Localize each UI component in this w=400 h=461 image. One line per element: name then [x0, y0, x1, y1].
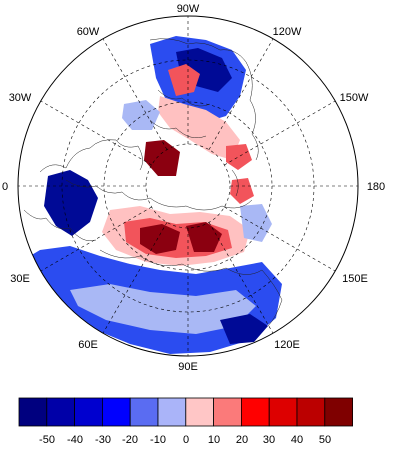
colorbar-tick-label: 30	[263, 434, 275, 446]
colorbar-box	[296, 397, 326, 427]
anomaly-region	[122, 100, 160, 130]
colorbar-tick-label: -20	[122, 434, 138, 446]
lon-label-0: 0	[2, 181, 8, 193]
colorbar-box	[213, 397, 242, 427]
lon-label-90w: 90W	[177, 3, 200, 15]
anomaly-field	[20, 36, 282, 354]
anomaly-region	[220, 314, 268, 344]
colorbar-tick-labels: -50 -40 -30 -20 -10 0 10 20 30 40 50	[39, 434, 331, 446]
colorbar-tick-label: -10	[150, 434, 166, 446]
lon-label-180: 180	[367, 181, 385, 193]
anomaly-region	[158, 96, 240, 160]
colorbar-tick-label: -40	[67, 434, 83, 446]
colorbar-box	[18, 397, 48, 427]
colorbar-tick-label: -50	[39, 434, 55, 446]
lon-label-30e: 30E	[10, 273, 30, 285]
longitude-labels: 90W 120W 150W 180 150E 120E 90E 60E 30E …	[2, 3, 385, 373]
lon-label-150w: 150W	[340, 92, 369, 104]
colorbar-box	[157, 397, 187, 427]
anomaly-region	[226, 144, 252, 170]
map-disc	[17, 15, 359, 357]
map-boundary	[17, 15, 359, 357]
colorbar-box	[268, 397, 298, 427]
lon-label-30w: 30W	[9, 92, 32, 104]
lon-label-60w: 60W	[77, 26, 100, 38]
colorbar-tick-label: 50	[319, 434, 331, 446]
colorbar-box	[102, 397, 131, 427]
graticule	[18, 16, 358, 356]
colorbar-tick-label: 0	[183, 434, 189, 446]
lon-label-150e: 150E	[342, 273, 368, 285]
anomaly-region	[140, 224, 180, 254]
coastlines	[23, 38, 283, 327]
colorbar-box	[46, 397, 75, 427]
anomaly-region	[230, 178, 254, 204]
anomaly-region	[240, 204, 272, 242]
anomaly-region	[44, 170, 98, 236]
lon-label-90e: 90E	[178, 361, 198, 373]
lon-label-60e: 60E	[78, 339, 98, 351]
colorbar-tick-label: 40	[291, 434, 303, 446]
colorbar-box	[324, 397, 353, 427]
anomaly-region	[144, 140, 180, 176]
lon-label-120w: 120W	[273, 26, 302, 38]
colorbar: -50 -40 -30 -20 -10 0 10 20 30 40 50	[18, 397, 353, 446]
anomaly-region	[168, 64, 200, 96]
anomaly-region	[176, 48, 232, 92]
colorbar-tick-label: -30	[95, 434, 111, 446]
colorbar-tick-label: 10	[208, 434, 220, 446]
colorbar-boxes	[18, 397, 353, 427]
colorbar-tick-label: 20	[236, 434, 248, 446]
colorbar-box	[74, 397, 103, 427]
colorbar-box	[240, 397, 270, 427]
lon-label-120e: 120E	[274, 339, 300, 351]
anomaly-region	[70, 284, 256, 334]
colorbar-box	[185, 397, 215, 427]
colorbar-box	[129, 397, 159, 427]
